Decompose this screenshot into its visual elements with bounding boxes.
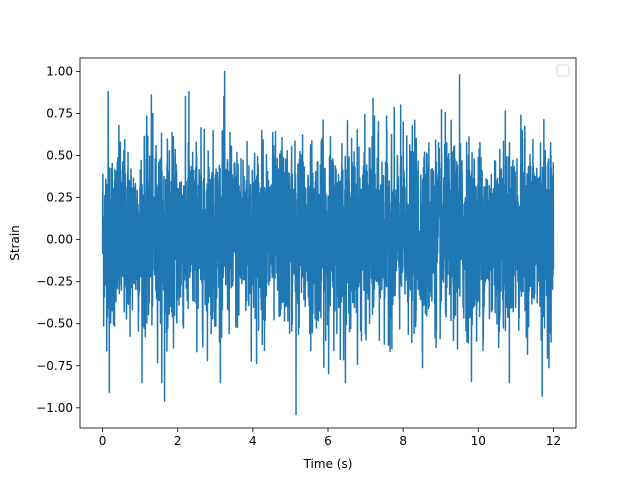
x-tick-label: 8 [399,434,407,448]
legend-box [556,64,570,77]
strain-series-line [101,70,555,416]
x-tick-label: 6 [324,434,332,448]
x-tick-label: 2 [174,434,182,448]
x-axis-label: Time (s) [303,457,353,471]
y-tick-label: 0.25 [46,191,73,205]
y-tick-label: 0.00 [46,233,73,247]
x-axis: 0 2 4 6 8 10 12 [99,428,561,448]
x-tick-label: 0 [99,434,107,448]
y-tick-label: −0.75 [36,359,73,373]
y-axis: −1.00 −0.75 −0.50 −0.25 0.00 0.25 0.50 0.75 1.00 [36,64,80,415]
x-tick-label: 10 [471,434,486,448]
y-tick-label: −1.00 [36,401,73,415]
y-tick-label: −0.50 [36,317,73,331]
y-axis-label: Strain [8,225,22,261]
series-layer [101,70,555,416]
x-tick-label: 4 [249,434,257,448]
x-tick-label: 12 [546,434,561,448]
y-tick-label: 0.50 [46,149,73,163]
y-tick-label: 1.00 [46,64,73,78]
y-tick-label: −0.25 [36,275,73,289]
y-tick-label: 0.75 [46,107,73,121]
